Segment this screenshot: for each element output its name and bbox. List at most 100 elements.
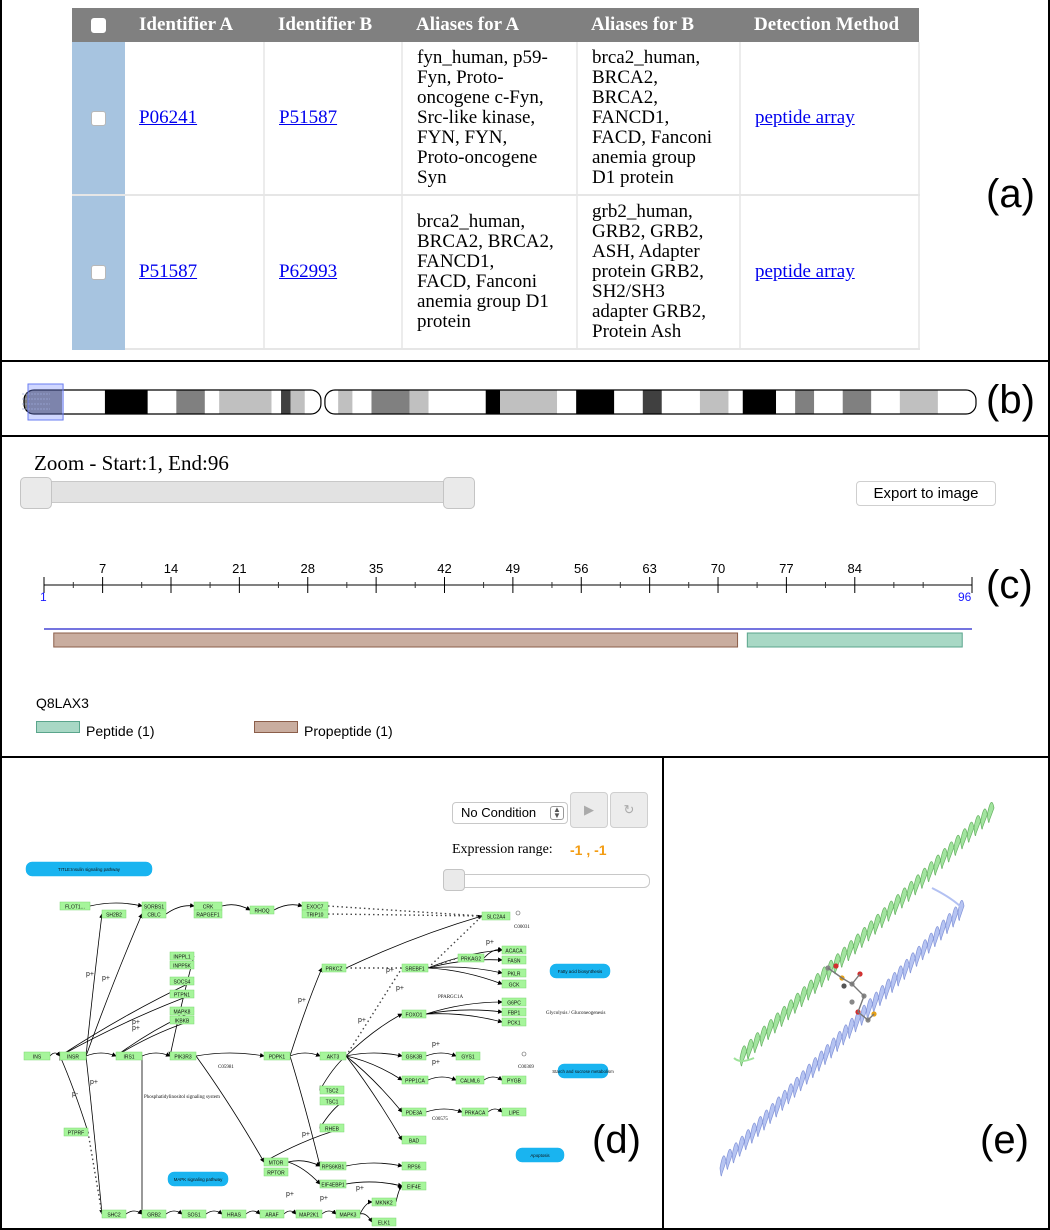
helix-turn[interactable] — [817, 1050, 825, 1072]
helix-turn[interactable] — [980, 808, 988, 830]
helix-turn[interactable] — [759, 1025, 768, 1047]
gene-node[interactable] — [101, 1209, 127, 1219]
gene-node[interactable] — [63, 1127, 89, 1137]
helix-turn[interactable] — [792, 1076, 800, 1098]
header-aliases-a[interactable]: Aliases for A — [402, 8, 577, 42]
chromosome-band[interactable] — [176, 390, 205, 414]
helix-turn[interactable] — [953, 834, 961, 856]
identifier-b-link[interactable]: P62993 — [279, 261, 338, 282]
identifier-a-link[interactable]: P51587 — [139, 261, 198, 282]
pathway-map-node[interactable] — [515, 1147, 565, 1163]
gene-node[interactable] — [319, 1123, 345, 1133]
helix-turn[interactable] — [893, 894, 901, 915]
helix-turn[interactable] — [756, 1116, 764, 1137]
helix-turn[interactable] — [902, 958, 910, 980]
helix-turn[interactable] — [973, 815, 981, 837]
helix-turn[interactable] — [920, 939, 928, 961]
helix-turn[interactable] — [957, 900, 965, 921]
chromosome-band[interactable] — [352, 390, 372, 414]
zoom-start-handle[interactable] — [20, 477, 52, 509]
chromosome-band[interactable] — [271, 390, 282, 414]
chromosome-band[interactable] — [699, 390, 729, 414]
chromosome-band[interactable] — [409, 390, 429, 414]
gene-node[interactable] — [401, 1181, 427, 1191]
helix-turn[interactable] — [913, 874, 921, 896]
helix-turn[interactable] — [872, 991, 879, 1013]
feature-track[interactable]: 7 14 21 28 35 42 49 56 63 70 77 84 1 96 — [2, 547, 1050, 758]
helix-turn[interactable] — [847, 1017, 855, 1039]
helix-turn[interactable] — [774, 1096, 782, 1118]
helix-turn[interactable] — [766, 1019, 774, 1040]
helix-turn[interactable] — [813, 973, 821, 994]
gene-node[interactable] — [23, 1051, 51, 1061]
chromosome-band[interactable] — [338, 390, 353, 414]
feature-peptide[interactable] — [746, 632, 963, 648]
pathway-diagram[interactable]: TITLE:Insulin signaling pathway FLOT1... S… — [2, 758, 664, 1230]
helix-turn[interactable] — [906, 880, 915, 902]
helix-turn[interactable] — [762, 1109, 770, 1131]
helix-turn[interactable] — [890, 972, 898, 993]
gene-node[interactable] — [481, 911, 511, 921]
chromosome-band[interactable] — [500, 390, 558, 414]
ligand-atom[interactable] — [841, 983, 847, 989]
zoom-slider-track[interactable] — [24, 481, 474, 503]
chromosome-band[interactable] — [842, 390, 872, 414]
condition-select[interactable]: No Condition ▲ ▼ — [452, 802, 568, 824]
gene-node[interactable] — [169, 1015, 195, 1025]
gene-node[interactable] — [455, 1075, 485, 1085]
chromosome-band[interactable] — [642, 390, 662, 414]
chromosome-band[interactable] — [371, 390, 410, 414]
helix-turn[interactable] — [951, 906, 959, 928]
helix-turn[interactable] — [768, 1103, 776, 1124]
helix-turn[interactable] — [878, 985, 886, 1006]
ligand-atom[interactable] — [849, 999, 855, 1005]
gene-node[interactable] — [169, 1051, 197, 1061]
chromosome-band[interactable] — [428, 390, 486, 414]
gene-node[interactable] — [115, 1051, 143, 1061]
row-checkbox[interactable] — [91, 111, 106, 127]
identifier-a-link[interactable]: P06241 — [139, 107, 198, 128]
chromosome-band[interactable] — [899, 390, 938, 414]
chromosome-ideogram[interactable] — [2, 362, 1050, 437]
helix-turn[interactable] — [880, 907, 888, 929]
gene-node[interactable] — [401, 1107, 427, 1117]
helix-turn[interactable] — [945, 913, 953, 934]
helix-turn[interactable] — [846, 940, 854, 962]
detection-method-link[interactable]: peptide array — [755, 107, 855, 128]
chromosome-band[interactable] — [776, 390, 796, 414]
gene-node[interactable] — [501, 979, 527, 989]
helix-turn[interactable] — [873, 913, 881, 935]
chromosome-band[interactable] — [795, 390, 815, 414]
header-detection-method[interactable]: Detection Method — [740, 8, 919, 42]
detection-method-link[interactable]: peptide array — [755, 261, 855, 282]
expression-slider-handle[interactable] — [443, 869, 465, 891]
chromosome-band[interactable] — [937, 390, 976, 414]
gene-node[interactable] — [101, 909, 127, 919]
gene-node[interactable] — [461, 1107, 489, 1117]
helix-turn[interactable] — [725, 1148, 733, 1170]
pathway-map-node[interactable] — [167, 1171, 229, 1187]
gene-node[interactable] — [181, 1209, 207, 1219]
helix-turn[interactable] — [939, 919, 947, 941]
helix-turn[interactable] — [966, 821, 975, 843]
identifier-b-link[interactable]: P51587 — [279, 107, 338, 128]
ideogram-selection-brush[interactable] — [27, 383, 64, 421]
expression-slider-track[interactable] — [444, 874, 650, 888]
helix-turn[interactable] — [835, 1031, 843, 1052]
gene-node[interactable] — [319, 1051, 347, 1061]
chromosome-band[interactable] — [557, 390, 577, 414]
gene-node[interactable] — [457, 953, 485, 963]
gene-node[interactable] — [141, 1209, 167, 1219]
helix-turn[interactable] — [739, 1045, 748, 1067]
gene-node[interactable] — [501, 1075, 527, 1085]
chromosome-band[interactable] — [204, 390, 220, 414]
chromosome-band[interactable] — [147, 390, 177, 414]
zoom-end-handle[interactable] — [443, 477, 475, 509]
export-to-image-button[interactable]: Export to image — [856, 481, 996, 506]
gene-node[interactable] — [169, 1006, 195, 1016]
chromosome-band[interactable] — [871, 390, 900, 414]
helix-turn[interactable] — [866, 920, 875, 942]
helix-turn[interactable] — [737, 1135, 745, 1157]
select-all-checkbox[interactable] — [91, 18, 106, 34]
gene-node[interactable] — [501, 1017, 527, 1027]
